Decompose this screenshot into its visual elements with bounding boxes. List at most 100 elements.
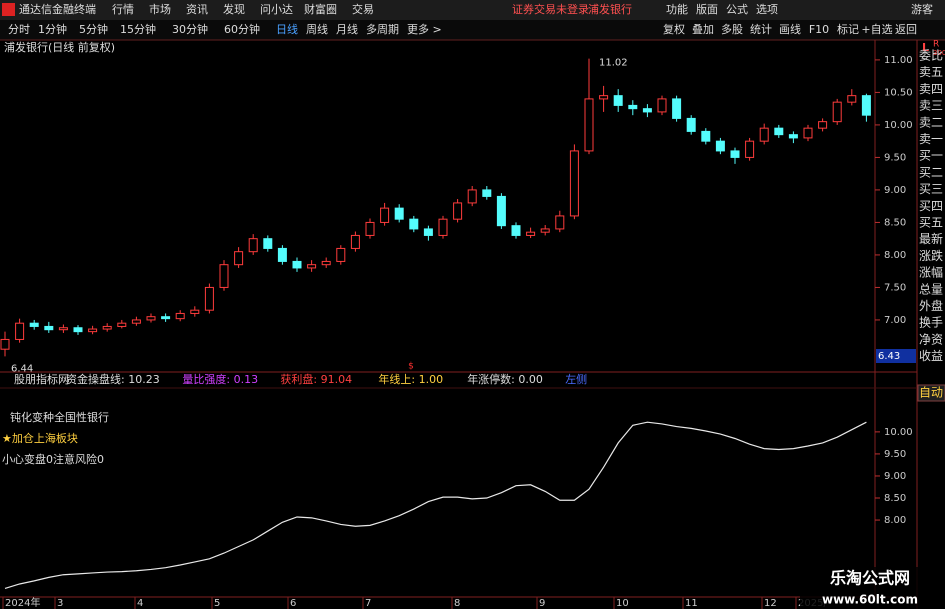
tool-button[interactable]: 返回 <box>895 23 917 36</box>
tool-button[interactable]: 叠加 <box>692 23 714 36</box>
sidebar-label: 买一 <box>919 149 943 163</box>
menu-bar <box>0 0 945 20</box>
menu-item[interactable]: 资讯 <box>186 3 208 16</box>
y-tick-label: 9.50 <box>884 152 906 163</box>
period-tab[interactable]: 分时 <box>8 23 30 36</box>
user[interactable]: 游客 <box>911 2 933 16</box>
y-tick-label: 9.50 <box>884 449 906 460</box>
candle-body <box>409 218 419 230</box>
menu-item[interactable]: 版面 <box>696 2 718 16</box>
period-tab[interactable]: 5分钟 <box>79 22 108 36</box>
y-tick-label: 10.00 <box>884 120 913 131</box>
candle-body <box>88 328 98 333</box>
tool-button[interactable]: 复权 <box>663 22 685 36</box>
menu-item[interactable]: 交易 <box>352 2 374 16</box>
stock-name[interactable]: 浦发银行 <box>588 2 632 16</box>
auto-button[interactable] <box>917 384 945 402</box>
timeline-label: 4 <box>137 598 143 609</box>
signal-marker: $ <box>408 362 414 372</box>
period-tab[interactable]: 更多 > <box>407 22 442 36</box>
menu-item[interactable]: 财富圈 <box>304 2 337 16</box>
candle-body <box>277 247 287 262</box>
corner-r: R <box>933 40 939 50</box>
min-label: 6.44 <box>11 363 33 374</box>
y-tick-label: 7.00 <box>884 315 906 326</box>
candle-body <box>350 234 360 249</box>
period-tab[interactable]: 月线 <box>336 22 358 36</box>
period-tab[interactable]: 周线 <box>306 22 328 36</box>
tool-button[interactable]: 统计 <box>750 23 772 36</box>
menu-item[interactable]: 发现 <box>223 2 245 16</box>
corner-n: 300 <box>933 49 945 57</box>
period-tab[interactable]: 日线 <box>276 22 298 36</box>
y-tick-label: 8.50 <box>884 217 906 228</box>
candle-body <box>219 264 229 288</box>
period-tab[interactable]: 15分钟 <box>120 22 156 36</box>
candle-body <box>847 95 857 103</box>
period-tab[interactable]: 60分钟 <box>224 22 260 36</box>
y-tick-label: 11.00 <box>884 55 913 66</box>
app-title: 通达信金融终端 <box>19 2 96 16</box>
menu-item[interactable]: 选项 <box>756 3 778 16</box>
indicator-header: 量比强度: 0.13 <box>182 372 258 386</box>
corner-l: L <box>922 41 929 54</box>
candle-body <box>642 108 652 113</box>
y-tick-label: 8.50 <box>884 493 906 504</box>
period-tab[interactable]: 1分钟 <box>38 22 67 36</box>
period-tab[interactable]: 30分钟 <box>172 22 208 36</box>
candle-body <box>482 189 492 197</box>
tool-button[interactable]: 标记 <box>837 22 859 36</box>
indicator-header: 年线上: 1.00 <box>378 372 443 386</box>
menu-item[interactable]: 功能 <box>666 2 688 16</box>
candle-body <box>161 316 171 320</box>
candle-body <box>467 189 477 204</box>
candle-body <box>58 327 68 331</box>
candle-body <box>818 121 828 129</box>
y-tick-label: 9.00 <box>884 471 906 482</box>
sidebar-label: 卖三 <box>919 99 943 113</box>
timeline-label: 10 <box>616 598 629 609</box>
indicator-header: 左侧 <box>565 373 587 386</box>
timeline-label: 7 <box>365 598 371 609</box>
candle-body <box>511 225 521 236</box>
tool-button[interactable]: F10 <box>809 23 829 36</box>
watermark-url: www.60lt.com <box>822 593 918 607</box>
candle-body <box>861 95 871 116</box>
y-tick-label: 10.50 <box>884 87 913 98</box>
sidebar-label: 净资 <box>919 332 943 346</box>
tool-button[interactable]: +自选 <box>861 23 892 36</box>
tool-button[interactable]: 多股 <box>721 22 743 36</box>
candle-body <box>453 202 463 220</box>
annotation: 钝化变种全国性银行 <box>10 410 109 424</box>
candle-body <box>380 207 390 223</box>
max-label: 11.02 <box>599 58 628 69</box>
y-tick-label: 9.00 <box>884 185 906 196</box>
timeline-label: 2024年 <box>5 596 40 609</box>
login-status[interactable]: 证券交易未登录 <box>512 2 589 16</box>
candle-body <box>526 231 536 236</box>
timeline-label: 5 <box>214 598 220 609</box>
tool-button[interactable]: 画线 <box>779 22 801 36</box>
candle-body <box>730 150 740 158</box>
candle-body <box>540 228 550 233</box>
candle-body <box>496 195 506 227</box>
menu-item[interactable]: 问小达 <box>260 3 293 16</box>
candle-body <box>336 247 346 262</box>
sidebar-label[interactable]: 自动 <box>919 386 943 400</box>
candle-body <box>15 322 25 340</box>
menu-item[interactable]: 行情 <box>112 3 134 16</box>
candle-body <box>117 322 127 327</box>
watermark-bg <box>800 567 945 609</box>
sidebar-label: 总量 <box>919 282 943 296</box>
sidebar-label: 收益 <box>919 349 943 363</box>
candle-body <box>584 98 594 152</box>
candle-body <box>204 286 214 311</box>
sidebar-label: 卖五 <box>919 65 943 79</box>
period-tab[interactable]: 多周期 <box>366 22 399 36</box>
candle-body <box>832 101 842 123</box>
sidebar-label: 买二 <box>919 165 943 179</box>
menu-item[interactable]: 市场 <box>149 2 171 16</box>
timeline-label: 6 <box>290 598 296 609</box>
menu-item[interactable]: 公式 <box>726 3 748 16</box>
